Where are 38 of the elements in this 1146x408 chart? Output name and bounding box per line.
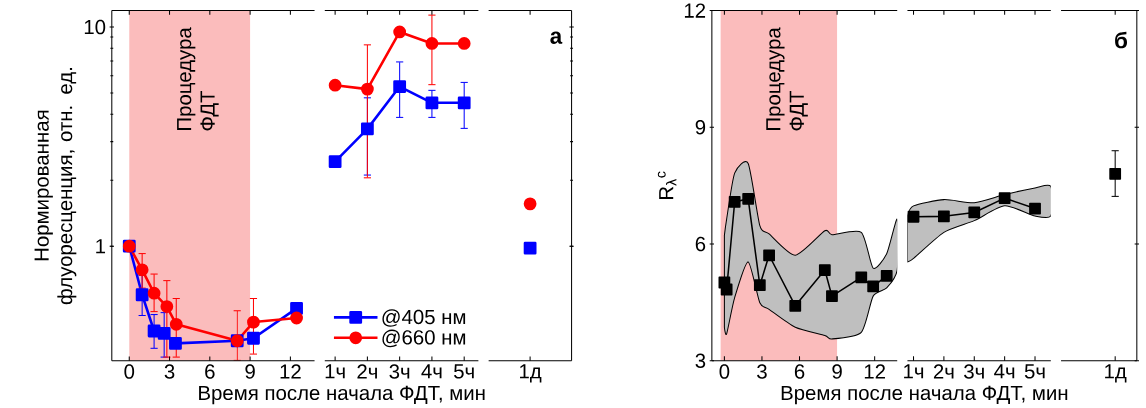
x-tick-label: 6: [794, 364, 805, 379]
x-tick-label: 1ч: [904, 364, 924, 379]
x-tick-label: 6: [205, 364, 215, 379]
x-tick-label: 5ч: [1024, 364, 1045, 379]
x-tick-label: 12: [864, 364, 885, 379]
x-tick-label: 1ч: [325, 364, 345, 379]
x-tick-label: 5ч: [454, 364, 474, 379]
y-tick-label: 6: [695, 236, 706, 252]
y-axis-title: Нормированная флуоресценция, отн. ед.: [34, 68, 77, 305]
x-tick-label: 2ч: [357, 364, 377, 379]
x-axis-title: Время после начала ФДТ, мин: [781, 386, 1068, 405]
annotation: б: [1115, 31, 1128, 49]
x-axis-title: Время после начала ФДТ, мин: [199, 386, 485, 405]
x-tick-label: 0: [719, 364, 730, 379]
x-tick-label: 12: [280, 364, 301, 379]
x-tick-label: 1д: [520, 364, 542, 383]
x-tick-label: 1д: [1105, 364, 1127, 383]
x-tick-label: 3: [164, 364, 175, 379]
x-tick-label: 9: [832, 364, 842, 379]
legend-label: @405 нм: [382, 309, 466, 328]
y-tick-label: 1: [96, 239, 106, 254]
y-tick-label: 3: [695, 353, 706, 369]
y-axis-title: R$_{λ}$c: [657, 171, 677, 200]
x-tick-label: 4ч: [994, 364, 1015, 379]
y-tick-label: 12: [684, 3, 706, 18]
legend-label: @660 нм: [382, 329, 466, 348]
x-tick-label: 0: [124, 364, 135, 379]
band-label: Процедура ФДТ: [766, 27, 808, 131]
x-tick-label: 3ч: [389, 364, 410, 379]
x-tick-label: 3: [757, 364, 767, 379]
y-tick-label: 9: [695, 120, 706, 135]
x-tick-label: 3ч: [964, 364, 984, 379]
annotation: а: [550, 31, 563, 45]
band-label: Процедура ФДТ: [177, 27, 219, 131]
x-tick-label: 9: [245, 364, 255, 379]
x-tick-label: 4ч: [421, 364, 442, 379]
y-tick-label: 10: [84, 20, 106, 35]
x-tick-label: 2ч: [933, 364, 954, 379]
